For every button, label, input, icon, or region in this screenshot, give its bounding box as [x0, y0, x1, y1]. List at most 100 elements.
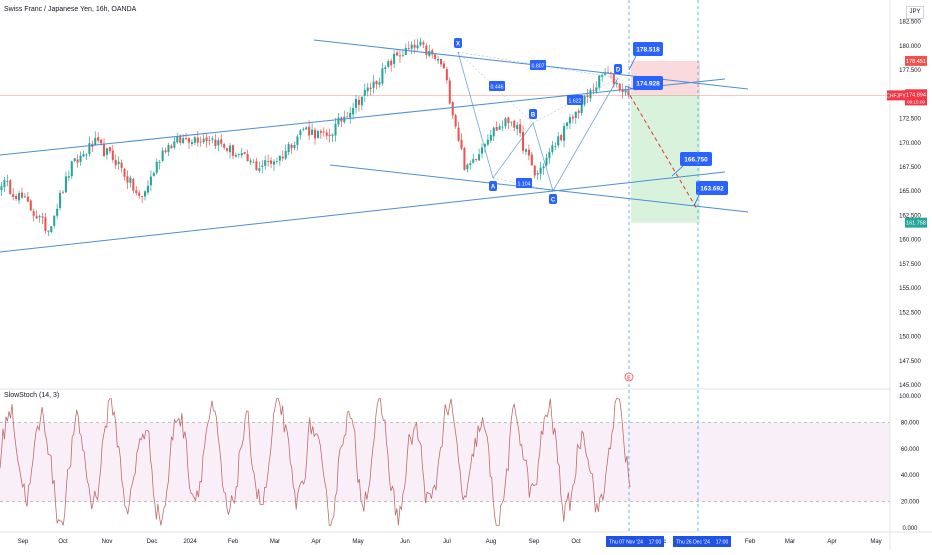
price-tick-label: 170.000	[899, 141, 921, 147]
candle-body	[492, 127, 495, 137]
time-tick-label: Sep	[529, 539, 540, 545]
candle-body	[439, 59, 443, 65]
candle-body	[401, 55, 404, 57]
candle-body	[185, 138, 188, 139]
candle-body	[50, 226, 53, 232]
stop-price-badge: 178.451	[906, 59, 926, 65]
candle-body	[85, 154, 88, 156]
last-price-badge: 174.894	[906, 92, 926, 98]
candle-body	[454, 115, 457, 127]
candle-body	[328, 134, 331, 137]
candle-body	[363, 89, 366, 96]
projection-label: 174.928	[636, 81, 660, 88]
candle-body	[554, 146, 557, 147]
candle-body	[135, 190, 138, 193]
candle-body	[141, 196, 144, 197]
candle-body	[199, 141, 202, 143]
candle-body	[234, 154, 237, 157]
candle-body	[120, 162, 123, 168]
date-highlight: Thu 07 Nov '24	[609, 540, 643, 546]
candle-body	[504, 118, 507, 127]
candle-body	[372, 81, 375, 88]
candle-body	[237, 154, 240, 155]
date-highlight: 17:00	[716, 540, 729, 546]
price-tick-label: 162.500	[899, 213, 921, 219]
price-tick-label: 177.500	[899, 68, 921, 74]
candle-body	[393, 53, 396, 64]
candle-body	[311, 129, 314, 135]
candle-body	[431, 50, 434, 55]
event-marker-icon	[624, 372, 634, 382]
chart-title: Swiss Franc / Japanese Yen, 16h, OANDA	[4, 6, 137, 13]
price-tick-label: 152.500	[899, 310, 921, 316]
candle-body	[240, 153, 243, 156]
candle-body	[498, 126, 501, 130]
candle-body	[208, 140, 211, 142]
projection-path	[629, 95, 698, 210]
candle-body	[513, 120, 516, 128]
candle-body	[548, 152, 551, 159]
candle-body	[6, 181, 9, 183]
candle-body	[249, 160, 252, 163]
candle-body	[38, 216, 41, 218]
candle-body	[29, 200, 32, 211]
candle-body	[475, 158, 478, 160]
candle-body	[615, 82, 618, 85]
ratio-label-bg	[567, 95, 583, 105]
candle-body	[527, 149, 530, 156]
candle-body	[598, 75, 601, 88]
time-tick-label: Feb	[228, 539, 239, 545]
currency-selector[interactable]: JPY	[906, 6, 924, 19]
candle-body	[64, 176, 67, 193]
stoch-tick-label: 0.000	[902, 526, 918, 532]
candle-body	[12, 194, 15, 198]
candle-body	[480, 147, 484, 154]
candle-body	[59, 192, 62, 208]
candle-body	[574, 111, 577, 118]
candle-body	[522, 132, 525, 151]
pattern-point-x-marker	[454, 38, 462, 48]
candles	[0, 37, 630, 237]
candle-body	[495, 127, 498, 131]
candle-body	[190, 142, 193, 144]
symbol-badge: CHFJPY	[886, 93, 906, 99]
candle-body	[354, 99, 358, 108]
candle-body	[516, 124, 519, 130]
candle-body	[56, 208, 59, 216]
candle-body	[293, 145, 296, 148]
candle-body	[82, 153, 85, 157]
candle-body	[542, 166, 545, 169]
candle-body	[164, 150, 167, 153]
pattern-point-a-marker	[489, 181, 497, 191]
candle-body	[252, 161, 255, 163]
candle-body	[325, 132, 328, 136]
candle-body	[138, 192, 141, 196]
candle-body	[428, 50, 431, 57]
candle-body	[270, 160, 273, 164]
candle-body	[486, 139, 489, 145]
candle-body	[507, 117, 510, 123]
event-marker-label: E	[627, 376, 631, 382]
candle-body	[187, 138, 191, 143]
time-tick-label: Feb	[745, 539, 756, 545]
candle-body	[463, 148, 466, 170]
candle-body	[308, 126, 311, 136]
candle-body	[375, 80, 378, 85]
candle-body	[407, 48, 410, 49]
candle-body	[161, 150, 164, 161]
candle-body	[287, 144, 290, 153]
candle-body	[105, 148, 108, 155]
candle-body	[398, 55, 402, 57]
ratio-label: 0.807	[532, 64, 545, 70]
candle-body	[32, 211, 35, 216]
time-tick-label: Jul	[443, 539, 451, 545]
callout-box	[696, 181, 728, 195]
candle-body	[158, 161, 161, 163]
time-tick-label: Mar	[785, 539, 795, 545]
candle-body	[366, 87, 369, 92]
candle-body	[577, 110, 580, 113]
candle-body	[410, 44, 413, 49]
candle-body	[44, 217, 47, 231]
